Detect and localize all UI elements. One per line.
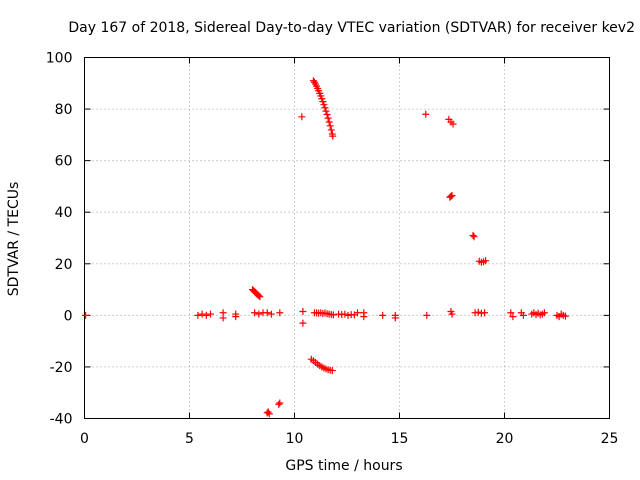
data-point [256, 293, 264, 301]
data-point [482, 257, 490, 265]
data-point [298, 113, 306, 121]
data-point [328, 367, 336, 375]
data-point [519, 311, 527, 319]
tick-labels: 0 5 10 15 20 25 -40 -20 0 20 40 60 80 100 [46, 51, 619, 448]
data-point [207, 310, 214, 318]
data-point [275, 400, 283, 408]
data-point [264, 408, 272, 416]
data-point [276, 309, 284, 317]
data-point [194, 311, 202, 319]
y-tick-label: 0 [64, 308, 73, 324]
data-point [448, 310, 456, 318]
y-tick-label: 20 [55, 257, 73, 273]
data-point [561, 312, 569, 320]
data-point [320, 101, 328, 109]
grid [84, 57, 610, 419]
data-point [448, 191, 456, 199]
series-scattered [82, 110, 548, 327]
data-point [263, 409, 271, 417]
data-point [360, 313, 368, 321]
data-point [447, 192, 455, 200]
x-axis-label: GPS time / hours [285, 458, 402, 474]
y-tick-label: -40 [50, 412, 73, 428]
data-point [326, 122, 334, 130]
y-tick-label: -20 [50, 360, 73, 376]
series-arc-11h-lower [307, 355, 336, 375]
data-point [449, 120, 457, 128]
series-cluster-17-19h [445, 115, 490, 317]
data-point [469, 231, 477, 239]
data-point [350, 311, 358, 319]
y-tick-label: 80 [55, 102, 73, 118]
x-tick-label: 20 [496, 431, 514, 447]
data-point [323, 110, 331, 118]
series-cluster-8h [249, 286, 284, 418]
data-point [299, 319, 307, 327]
plot-border [84, 57, 610, 419]
x-tick-label: 25 [601, 431, 619, 447]
data-point [329, 311, 337, 319]
chart-title: Day 167 of 2018, Sidereal Day-to-day VTE… [68, 20, 635, 36]
data-point [423, 311, 431, 319]
series-arc-11h-upper [309, 77, 337, 140]
series-zero-band-11h [310, 309, 358, 319]
y-axis-label: SDTVAR / TECUs [6, 182, 22, 297]
data-point [255, 292, 263, 300]
series-cluster-21-23h [528, 309, 569, 321]
data-point [341, 310, 349, 318]
data-point [422, 110, 430, 118]
data-point [198, 310, 206, 318]
y-tick-label: 60 [55, 154, 73, 170]
data-point [481, 309, 489, 317]
data-point [325, 118, 333, 126]
data-point [251, 309, 259, 317]
data-point [202, 311, 210, 319]
data-point [319, 98, 327, 106]
data-point [474, 308, 482, 316]
data-point [267, 310, 275, 318]
data-point [255, 310, 263, 318]
data-point [219, 314, 227, 322]
data-point [391, 314, 399, 322]
data-point [324, 114, 332, 122]
data-point [276, 399, 284, 407]
data-point [470, 233, 478, 241]
x-tick-label: 5 [185, 431, 194, 447]
data-point [329, 132, 337, 140]
data-point [509, 313, 517, 321]
data-point [538, 310, 546, 318]
data-point [263, 309, 271, 317]
data-point [321, 104, 329, 112]
y-tick-label: 100 [46, 51, 73, 67]
y-tick-label: 40 [55, 205, 73, 221]
data-point [344, 311, 352, 319]
data-point [327, 126, 335, 134]
x-tick-label: 15 [391, 431, 409, 447]
data-point [82, 311, 90, 319]
data-point [232, 313, 240, 321]
x-tick-label: 0 [80, 431, 89, 447]
data-point [507, 309, 515, 317]
data-point [299, 307, 307, 315]
data-points [82, 77, 569, 418]
x-tick-label: 10 [286, 431, 304, 447]
data-point [322, 107, 330, 115]
axis-ticks [84, 57, 610, 419]
data-point [379, 311, 387, 319]
